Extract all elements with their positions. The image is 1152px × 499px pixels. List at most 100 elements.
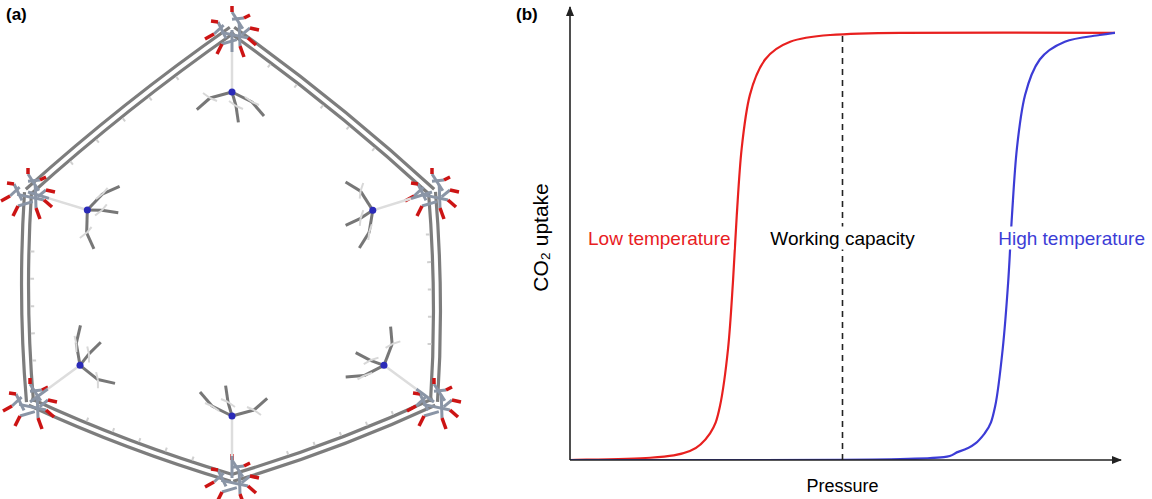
amine-h bbox=[210, 98, 217, 101]
cluster-oxygen bbox=[450, 190, 459, 192]
amine-h bbox=[370, 358, 378, 361]
cluster-bond bbox=[221, 480, 248, 486]
cluster-bond bbox=[438, 185, 442, 208]
linker-h bbox=[321, 105, 324, 108]
linker-h bbox=[32, 359, 36, 361]
cluster-oxygen bbox=[13, 206, 18, 216]
label-patch bbox=[767, 227, 918, 250]
amine-h bbox=[358, 376, 365, 380]
cluster-oxygen bbox=[452, 400, 461, 402]
amine-carbon bbox=[197, 98, 210, 110]
label-patch bbox=[995, 227, 1148, 250]
linker-h bbox=[30, 250, 34, 252]
series-label: Low temperature bbox=[588, 228, 731, 249]
cluster-oxygen bbox=[7, 183, 14, 184]
cluster-bond bbox=[418, 184, 426, 200]
cluster-oxygen bbox=[217, 492, 222, 499]
amine-h bbox=[80, 233, 87, 238]
linker-h bbox=[149, 97, 151, 100]
linker bbox=[231, 399, 433, 475]
amine-h bbox=[87, 346, 89, 353]
amine-h bbox=[75, 336, 77, 343]
amine-h bbox=[103, 188, 108, 194]
linker-h bbox=[87, 418, 88, 422]
amine-carbon bbox=[89, 342, 101, 354]
linker-h bbox=[30, 278, 34, 280]
linker-h bbox=[113, 428, 114, 432]
amine-carbon bbox=[226, 386, 228, 402]
amine-carbon bbox=[254, 398, 267, 410]
cluster-bond bbox=[16, 394, 24, 410]
amine-carbon bbox=[87, 233, 94, 249]
amine-carbon bbox=[346, 182, 361, 191]
cluster-bond bbox=[18, 202, 33, 206]
linker-h bbox=[427, 261, 431, 263]
y-axis bbox=[569, 7, 571, 460]
amine-n bbox=[84, 207, 91, 214]
reference-label: Working capacity bbox=[770, 228, 915, 249]
amine-h bbox=[359, 218, 362, 226]
linker-h bbox=[123, 118, 125, 121]
cluster-oxygen bbox=[411, 183, 418, 184]
amine-h bbox=[361, 183, 364, 191]
x-axis bbox=[570, 459, 1121, 461]
cluster-bond bbox=[434, 390, 446, 391]
panel-label: (b) bbox=[516, 5, 538, 24]
cluster-bond bbox=[218, 470, 226, 486]
cluster-oxygen bbox=[442, 418, 446, 429]
cluster-bond bbox=[422, 202, 437, 206]
cluster-oxygen bbox=[248, 38, 256, 45]
cluster-oxygen bbox=[448, 200, 456, 207]
amine-carbon bbox=[236, 106, 238, 122]
amine-h bbox=[97, 380, 99, 389]
cluster-oxygen bbox=[205, 482, 214, 487]
linker-h bbox=[366, 422, 367, 426]
cluster-oxygen bbox=[48, 400, 57, 402]
cluster-oxygen bbox=[432, 378, 436, 384]
cluster-oxygen bbox=[26, 168, 30, 174]
panel-b: PressureCO₂ uptakeWorking capacityLow te… bbox=[529, 7, 1148, 496]
cluster-bond bbox=[30, 390, 42, 391]
amine-n bbox=[229, 89, 236, 96]
cluster-oxygen bbox=[440, 208, 444, 219]
cluster-oxygen bbox=[446, 387, 452, 390]
cluster-oxygen bbox=[250, 28, 259, 30]
cluster-bond bbox=[28, 174, 39, 191]
cluster-oxygen bbox=[250, 476, 259, 478]
linker-h bbox=[31, 332, 35, 334]
linker-h bbox=[392, 411, 393, 415]
amine-carbon bbox=[346, 218, 361, 225]
amine-h bbox=[95, 210, 102, 215]
cluster-oxygen bbox=[430, 168, 434, 174]
amine-bond bbox=[231, 456, 234, 478]
amine-h bbox=[212, 406, 219, 411]
amine-h bbox=[392, 341, 400, 344]
cluster-oxygen bbox=[244, 15, 250, 18]
cluster-bond bbox=[242, 476, 250, 483]
cluster-oxygen bbox=[211, 469, 218, 470]
linker-h bbox=[268, 64, 271, 67]
linker bbox=[30, 33, 234, 195]
cluster-oxygen bbox=[46, 190, 55, 192]
linker-h bbox=[139, 438, 140, 442]
amine-carbon bbox=[102, 210, 118, 212]
cluster-oxygen bbox=[15, 416, 20, 426]
cluster-oxygen bbox=[450, 410, 458, 417]
amine-bond bbox=[231, 52, 234, 92]
amine-bond bbox=[231, 416, 234, 456]
cluster-bond bbox=[238, 23, 242, 46]
linker-h bbox=[340, 432, 341, 436]
amine-carbon bbox=[200, 392, 212, 406]
amine-carbon bbox=[391, 327, 393, 345]
figure: (a) (b)PressureCO₂ uptakeWorking capacity… bbox=[0, 0, 1152, 499]
amine-h bbox=[364, 360, 371, 364]
amine-h bbox=[252, 102, 259, 105]
panel-label: (a) bbox=[6, 5, 27, 24]
linker-h bbox=[428, 288, 432, 290]
cluster-oxygen bbox=[244, 463, 250, 466]
amine-carbon bbox=[103, 186, 120, 193]
linker-h bbox=[192, 457, 193, 461]
cluster-oxygen bbox=[46, 410, 54, 417]
amine-bond bbox=[373, 199, 411, 211]
cluster-oxygen bbox=[413, 393, 420, 394]
